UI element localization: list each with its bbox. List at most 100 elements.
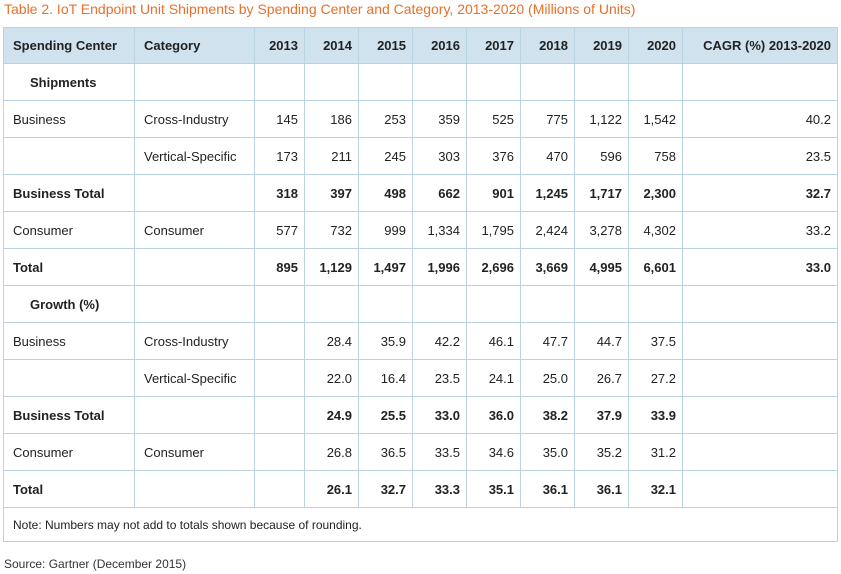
value-cell: 34.6 <box>466 433 521 471</box>
category-cell: Cross-Industry <box>134 322 255 360</box>
table-note: Note: Numbers may not add to totals show… <box>3 507 838 542</box>
spending-center-cell: Consumer <box>3 211 135 249</box>
value-cell: 35.9 <box>358 322 413 360</box>
section-label: Growth (%) <box>3 285 135 323</box>
value-cell: 33.9 <box>628 396 683 434</box>
value-cell: 318 <box>254 174 305 212</box>
value-cell: 1,334 <box>412 211 467 249</box>
header-row: Spending Center Category 2013 2014 2015 … <box>3 27 838 64</box>
value-cell: 3,669 <box>520 248 575 286</box>
empty-cell <box>134 285 255 323</box>
value-cell: 999 <box>358 211 413 249</box>
value-cell <box>254 396 305 434</box>
value-cell: 1,497 <box>358 248 413 286</box>
value-cell: 47.7 <box>520 322 575 360</box>
header-category: Category <box>134 27 255 64</box>
category-cell: Cross-Industry <box>134 100 255 138</box>
empty-cell <box>682 63 838 101</box>
category-cell <box>134 174 255 212</box>
value-cell: 1,542 <box>628 100 683 138</box>
value-cell: 2,300 <box>628 174 683 212</box>
empty-cell <box>134 63 255 101</box>
value-cell: 26.8 <box>304 433 359 471</box>
value-cell: 16.4 <box>358 359 413 397</box>
cagr-cell: 33.0 <box>682 248 838 286</box>
value-cell: 46.1 <box>466 322 521 360</box>
cagr-cell: 32.7 <box>682 174 838 212</box>
value-cell: 38.2 <box>520 396 575 434</box>
section-header-row: Growth (%) <box>3 285 838 323</box>
value-cell: 596 <box>574 137 629 175</box>
value-cell: 1,122 <box>574 100 629 138</box>
empty-cell <box>628 285 683 323</box>
header-year: 2016 <box>412 27 467 64</box>
spending-center-cell: Total <box>3 248 135 286</box>
value-cell: 775 <box>520 100 575 138</box>
value-cell: 37.9 <box>574 396 629 434</box>
value-cell: 4,995 <box>574 248 629 286</box>
table-title: Table 2. IoT Endpoint Unit Shipments by … <box>4 1 636 17</box>
header-year: 2020 <box>628 27 683 64</box>
header-year: 2017 <box>466 27 521 64</box>
category-cell <box>134 470 255 508</box>
spending-center-cell: Total <box>3 470 135 508</box>
value-cell: 2,696 <box>466 248 521 286</box>
spending-center-cell: Consumer <box>3 433 135 471</box>
value-cell: 26.7 <box>574 359 629 397</box>
value-cell: 211 <box>304 137 359 175</box>
header-year: 2018 <box>520 27 575 64</box>
value-cell: 662 <box>412 174 467 212</box>
cagr-cell: 33.2 <box>682 211 838 249</box>
header-year: 2014 <box>304 27 359 64</box>
value-cell: 27.2 <box>628 359 683 397</box>
cagr-cell <box>682 470 838 508</box>
value-cell: 36.5 <box>358 433 413 471</box>
value-cell: 28.4 <box>304 322 359 360</box>
header-year: 2015 <box>358 27 413 64</box>
value-cell: 397 <box>304 174 359 212</box>
spending-center-cell: Business <box>3 322 135 360</box>
section-label: Shipments <box>3 63 135 101</box>
empty-cell <box>304 63 359 101</box>
value-cell: 758 <box>628 137 683 175</box>
value-cell: 24.9 <box>304 396 359 434</box>
table-row: Total 895 1,129 1,497 1,996 2,696 3,669 4,995 6,… <box>3 248 838 286</box>
value-cell: 35.2 <box>574 433 629 471</box>
shipments-table-container: Spending Center Category 2013 2014 2015 … <box>3 27 838 542</box>
value-cell: 42.2 <box>412 322 467 360</box>
spending-center-cell: Business Total <box>3 396 135 434</box>
value-cell <box>254 470 305 508</box>
value-cell: 253 <box>358 100 413 138</box>
value-cell: 32.7 <box>358 470 413 508</box>
value-cell: 498 <box>358 174 413 212</box>
value-cell: 33.3 <box>412 470 467 508</box>
value-cell: 303 <box>412 137 467 175</box>
table-row: Vertical-Specific 22.0 16.4 23.5 24.1 25.0 26.… <box>3 359 838 397</box>
table-row: Business Cross-Industry 28.4 35.9 42.2 46.1 47… <box>3 322 838 360</box>
cagr-cell: 40.2 <box>682 100 838 138</box>
value-cell: 173 <box>254 137 305 175</box>
value-cell: 24.1 <box>466 359 521 397</box>
value-cell: 36.1 <box>520 470 575 508</box>
section-header-row: Shipments <box>3 63 838 101</box>
cagr-cell <box>682 359 838 397</box>
table-row: Consumer Consumer 577 732 999 1,334 1,795 2,424… <box>3 211 838 249</box>
spending-center-cell <box>3 137 135 175</box>
value-cell: 22.0 <box>304 359 359 397</box>
header-spending-center: Spending Center <box>3 27 135 64</box>
empty-cell <box>254 285 305 323</box>
empty-cell <box>412 63 467 101</box>
value-cell: 525 <box>466 100 521 138</box>
note-row: Note: Numbers may not add to totals show… <box>3 507 838 542</box>
empty-cell <box>358 285 413 323</box>
value-cell: 37.5 <box>628 322 683 360</box>
value-cell: 359 <box>412 100 467 138</box>
value-cell: 3,278 <box>574 211 629 249</box>
value-cell <box>254 359 305 397</box>
table-row: Business Total 24.9 25.5 33.0 36.0 38.2 37.9 33… <box>3 396 838 434</box>
value-cell: 1,717 <box>574 174 629 212</box>
value-cell <box>254 433 305 471</box>
header-year: 2019 <box>574 27 629 64</box>
value-cell: 376 <box>466 137 521 175</box>
table-row: Business Cross-Industry 145 186 253 359 525 775… <box>3 100 838 138</box>
